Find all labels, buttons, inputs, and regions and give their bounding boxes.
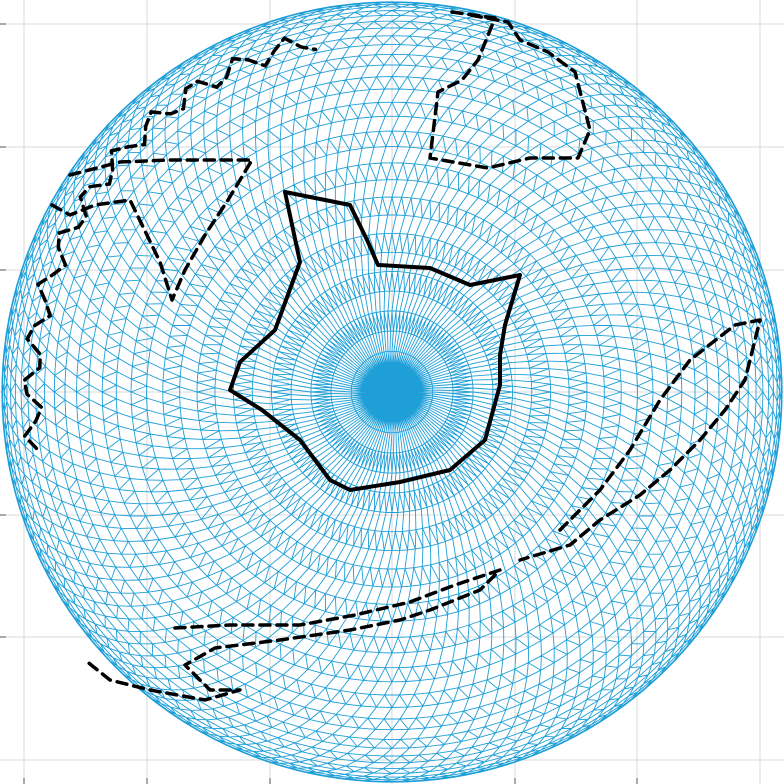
- coastline-outlines: [22, 10, 762, 702]
- upper-right-continent-outline: [428, 10, 592, 170]
- outer-coastline-outline: [22, 35, 318, 451]
- axis-ticks: [0, 23, 638, 784]
- left-continent-outline: [50, 158, 254, 302]
- central-continent-outline: [228, 190, 522, 492]
- right-ridge-outline: [518, 318, 762, 562]
- pole-cluster: [368, 368, 416, 416]
- lower-left-continent-outline: [83, 568, 502, 702]
